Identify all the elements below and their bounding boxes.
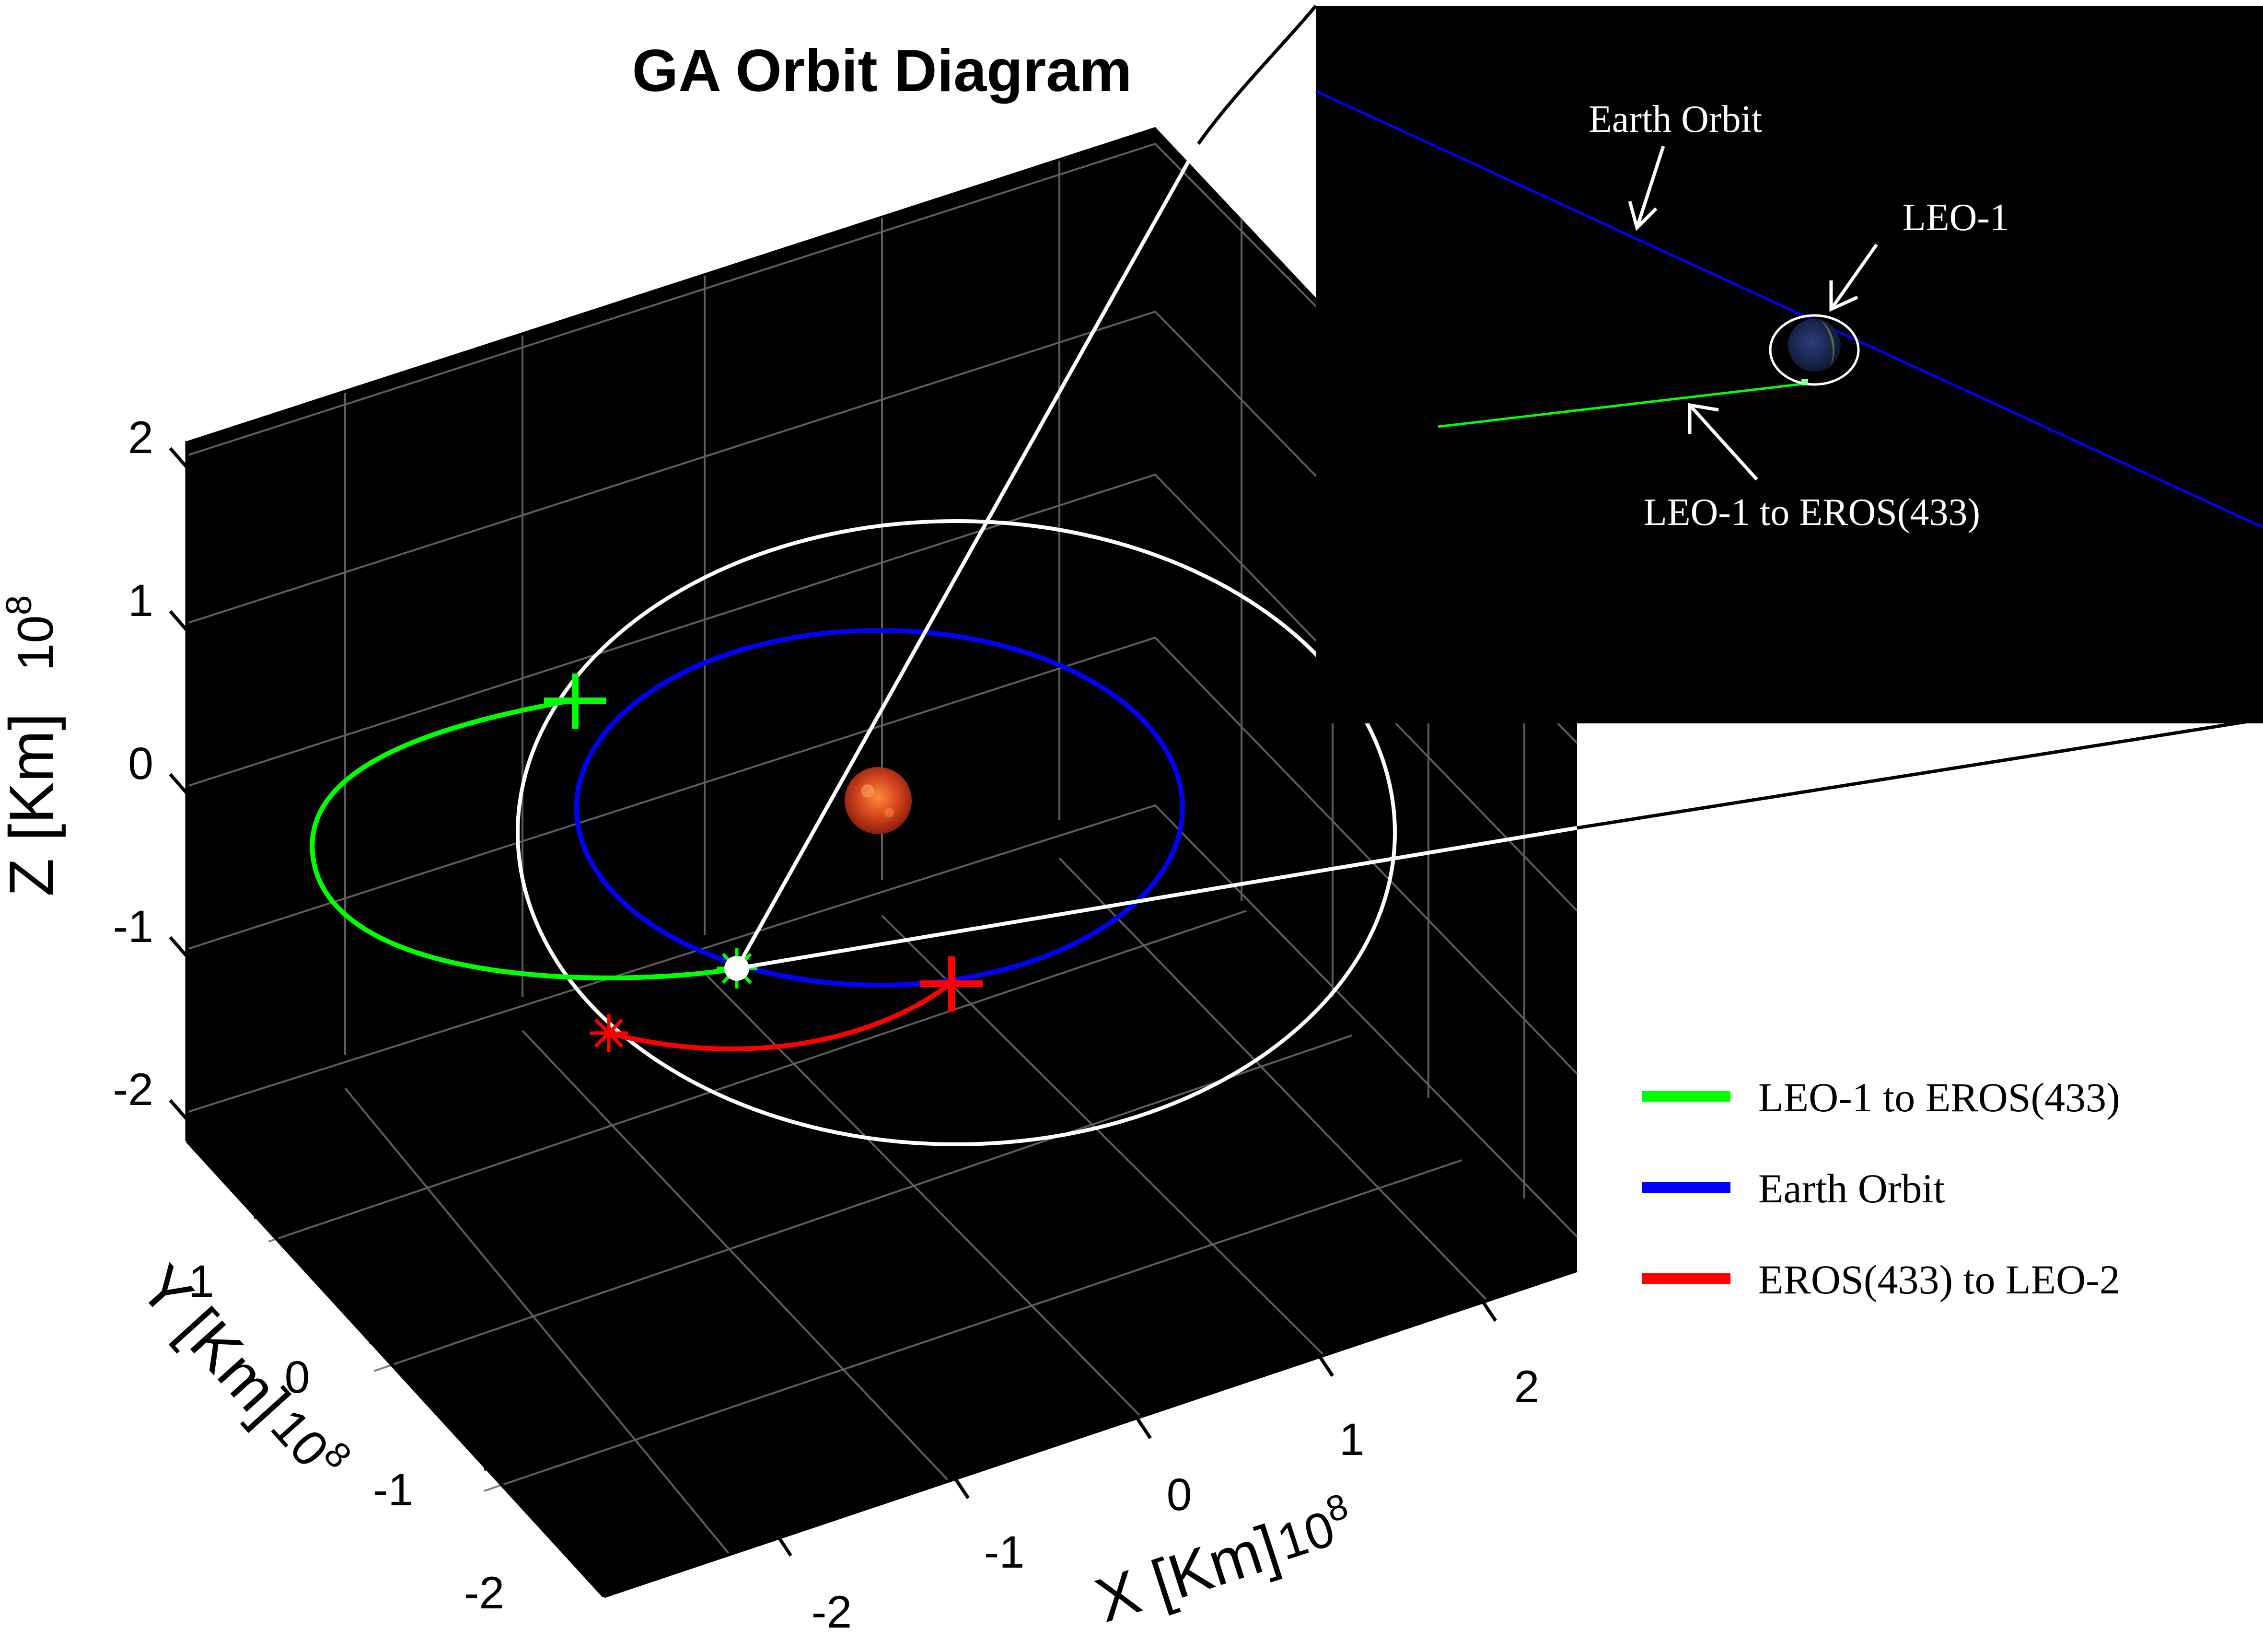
y-axis-label: Y [Km]: [127, 1252, 303, 1437]
chart-title: GA Orbit Diagram: [632, 38, 1132, 104]
legend-label: Earth Orbit: [1758, 1165, 1945, 1211]
z-exponent-label: 108: [0, 595, 64, 671]
zoom-connector-lines: [735, 4, 2263, 970]
inset-label-leo1: LEO-1: [1903, 197, 2009, 239]
z-tick-label: -2: [113, 1064, 153, 1115]
z-tick-label: -1: [113, 901, 153, 952]
y-tick-label: -1: [373, 1465, 413, 1515]
x-tick-label: -2: [812, 1587, 852, 1638]
z-tick-label: 1: [128, 575, 153, 626]
z-axis-label: Z [Km]: [0, 713, 66, 896]
x-tick-label: 0: [1167, 1469, 1192, 1520]
inset-label-transfer: LEO-1 to EROS(433): [1644, 491, 1980, 534]
legend: LEO-1 to EROS(433) Earth Orbit EROS(433)…: [1642, 1074, 2120, 1303]
legend-item: EROS(433) to LEO-2: [1642, 1256, 2120, 1303]
inset-label-earth-orbit: Earth Orbit: [1589, 98, 1762, 140]
z-tick-label: 2: [128, 412, 153, 463]
y-tick-label: -2: [464, 1568, 504, 1618]
asteroid-orbit-line: [516, 519, 1397, 1146]
earth-orbit-line: [574, 628, 1185, 988]
green-plus-marker: [544, 674, 606, 729]
orbit-lines: [310, 519, 1397, 1146]
x-axis-label-group: X [Km] 108: [1088, 1486, 1360, 1636]
arrow-icon: [1688, 403, 1758, 481]
legend-label: EROS(433) to LEO-2: [1758, 1256, 2120, 1303]
arrow-icon: [1829, 243, 1878, 312]
sun-icon: [845, 767, 912, 834]
arrow-icon: [1628, 145, 1665, 231]
inset-earth-orbit-line: [1315, 90, 2263, 529]
z-axis-label-group: Z [Km] 108: [0, 595, 66, 896]
inset-transfer-line: [1438, 382, 1807, 428]
x-tick-labels: -2 -1 0 1 2: [812, 1361, 1540, 1638]
z-axis-ticks: [169, 447, 188, 1121]
z-tick-label: 0: [128, 738, 153, 789]
inset-background: [1316, 6, 2263, 723]
connector-upper-ext: [1197, 4, 1317, 145]
y-axis-ticks: [253, 1209, 612, 1584]
z-tick-labels: 2 1 0 -1 -2: [113, 412, 153, 1115]
connector-lower: [736, 826, 1578, 970]
x-tick-label: 1: [1339, 1414, 1365, 1465]
zoom-inset: Earth Orbit LEO-1 LEO-1 to EROS(433): [1315, 6, 2263, 723]
x-axis-ticks: [775, 1298, 1497, 1557]
y-tick-labels: 1 0 -1 -2: [189, 1256, 505, 1618]
eros-to-leo2-line: [608, 981, 953, 1051]
earth-icon: [1788, 319, 1841, 372]
inset-spacecraft-marker: [1801, 379, 1808, 385]
grid-lines: [186, 142, 1578, 1554]
y-tick-label: 1: [189, 1256, 214, 1307]
red-plus-marker: [920, 956, 983, 1012]
legend-label: LEO-1 to EROS(433): [1758, 1074, 2120, 1120]
connector-upper: [735, 143, 1200, 969]
connector-lower-ext: [1577, 717, 2263, 830]
x-exponent-label: 108: [1268, 1486, 1360, 1571]
inset-leo1-orbit-line: [1769, 314, 1860, 386]
x-tick-label: -1: [984, 1527, 1024, 1578]
red-star-marker: [590, 1014, 628, 1052]
x-axis-label: X [Km]: [1088, 1511, 1287, 1635]
leo1-to-eros-line: [310, 698, 739, 980]
x-tick-label: 2: [1514, 1361, 1540, 1412]
y-tick-label: 0: [285, 1352, 310, 1403]
legend-item: LEO-1 to EROS(433): [1642, 1074, 2120, 1120]
legend-item: Earth Orbit: [1642, 1165, 1945, 1211]
